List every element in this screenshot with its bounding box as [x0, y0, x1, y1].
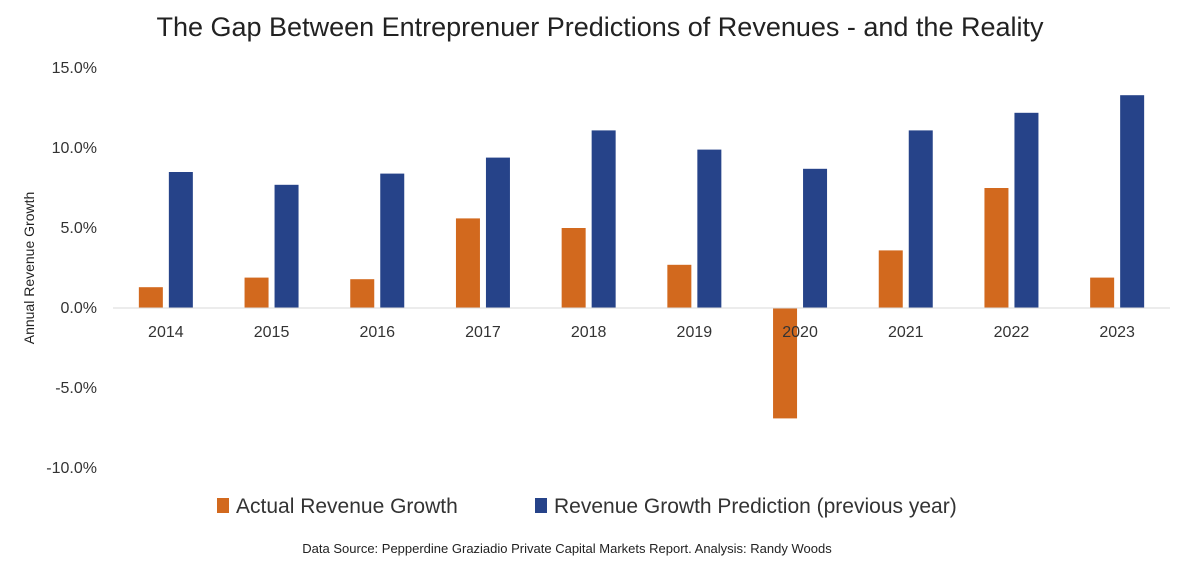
x-tick-label: 2016: [359, 324, 395, 341]
y-tick-label: 0.0%: [61, 300, 97, 317]
legend-swatch-actual: [217, 498, 229, 513]
actual-growth-bar: [455, 218, 480, 308]
y-tick-label: -10.0%: [46, 460, 97, 477]
y-axis-ticks: -10.0% -5.0% 0.0% 5.0% 10.0% 15.0%: [46, 60, 97, 477]
actual-growth-bar: [667, 264, 692, 308]
actual-growth-bar: [561, 228, 586, 308]
legend-label-actual: Actual Revenue Growth: [236, 495, 458, 518]
chart-title: The Gap Between Entreprenuer Predictions…: [156, 12, 1044, 42]
y-tick-label: 15.0%: [52, 60, 97, 77]
legend-label-prediction: Revenue Growth Prediction (previous year…: [554, 495, 957, 518]
legend-swatch-prediction: [535, 498, 547, 513]
actual-growth-bar: [1090, 277, 1115, 308]
x-tick-label: 2021: [888, 324, 924, 341]
x-tick-label: 2018: [571, 324, 607, 341]
x-tick-label: 2019: [677, 324, 713, 341]
actual-growth-bar: [984, 188, 1009, 308]
actual-growth-bar: [244, 277, 269, 308]
prediction-bar: [803, 168, 828, 308]
x-tick-label: 2023: [1099, 324, 1135, 341]
prediction-bar: [1120, 95, 1145, 308]
y-tick-label: 10.0%: [52, 140, 97, 157]
prediction-bar: [1014, 112, 1039, 308]
x-tick-label: 2020: [782, 324, 818, 341]
actual-growth-bar: [878, 250, 903, 308]
x-tick-label: 2017: [465, 324, 501, 341]
actual-growth-bar: [138, 287, 163, 308]
prediction-bar: [591, 130, 616, 308]
y-tick-label: -5.0%: [55, 380, 97, 397]
prediction-bar: [908, 130, 933, 308]
source-note: Data Source: Pepperdine Graziadio Privat…: [302, 541, 832, 556]
actual-growth-bar: [773, 308, 798, 419]
x-tick-label: 2015: [254, 324, 290, 341]
bars-group: [138, 95, 1145, 419]
y-axis-label: Annual Revenue Growth: [21, 192, 37, 345]
prediction-bar: [168, 172, 193, 308]
actual-growth-bar: [350, 279, 375, 308]
y-tick-label: 5.0%: [61, 220, 97, 237]
prediction-bar: [697, 149, 722, 308]
legend: Actual Revenue Growth Revenue Growth Pred…: [217, 495, 957, 518]
prediction-bar: [380, 173, 405, 308]
prediction-bar: [274, 184, 299, 308]
x-tick-label: 2014: [148, 324, 184, 341]
prediction-bar: [485, 157, 510, 308]
x-tick-label: 2022: [994, 324, 1030, 341]
x-axis-ticks: 2014 2015 2016 2017 2018 2019 2020 2021 2022 2023: [148, 324, 1135, 341]
